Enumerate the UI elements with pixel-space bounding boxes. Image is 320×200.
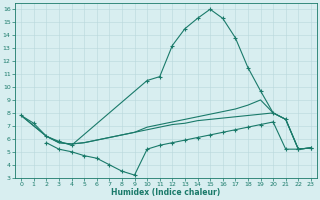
X-axis label: Humidex (Indice chaleur): Humidex (Indice chaleur) (111, 188, 221, 197)
